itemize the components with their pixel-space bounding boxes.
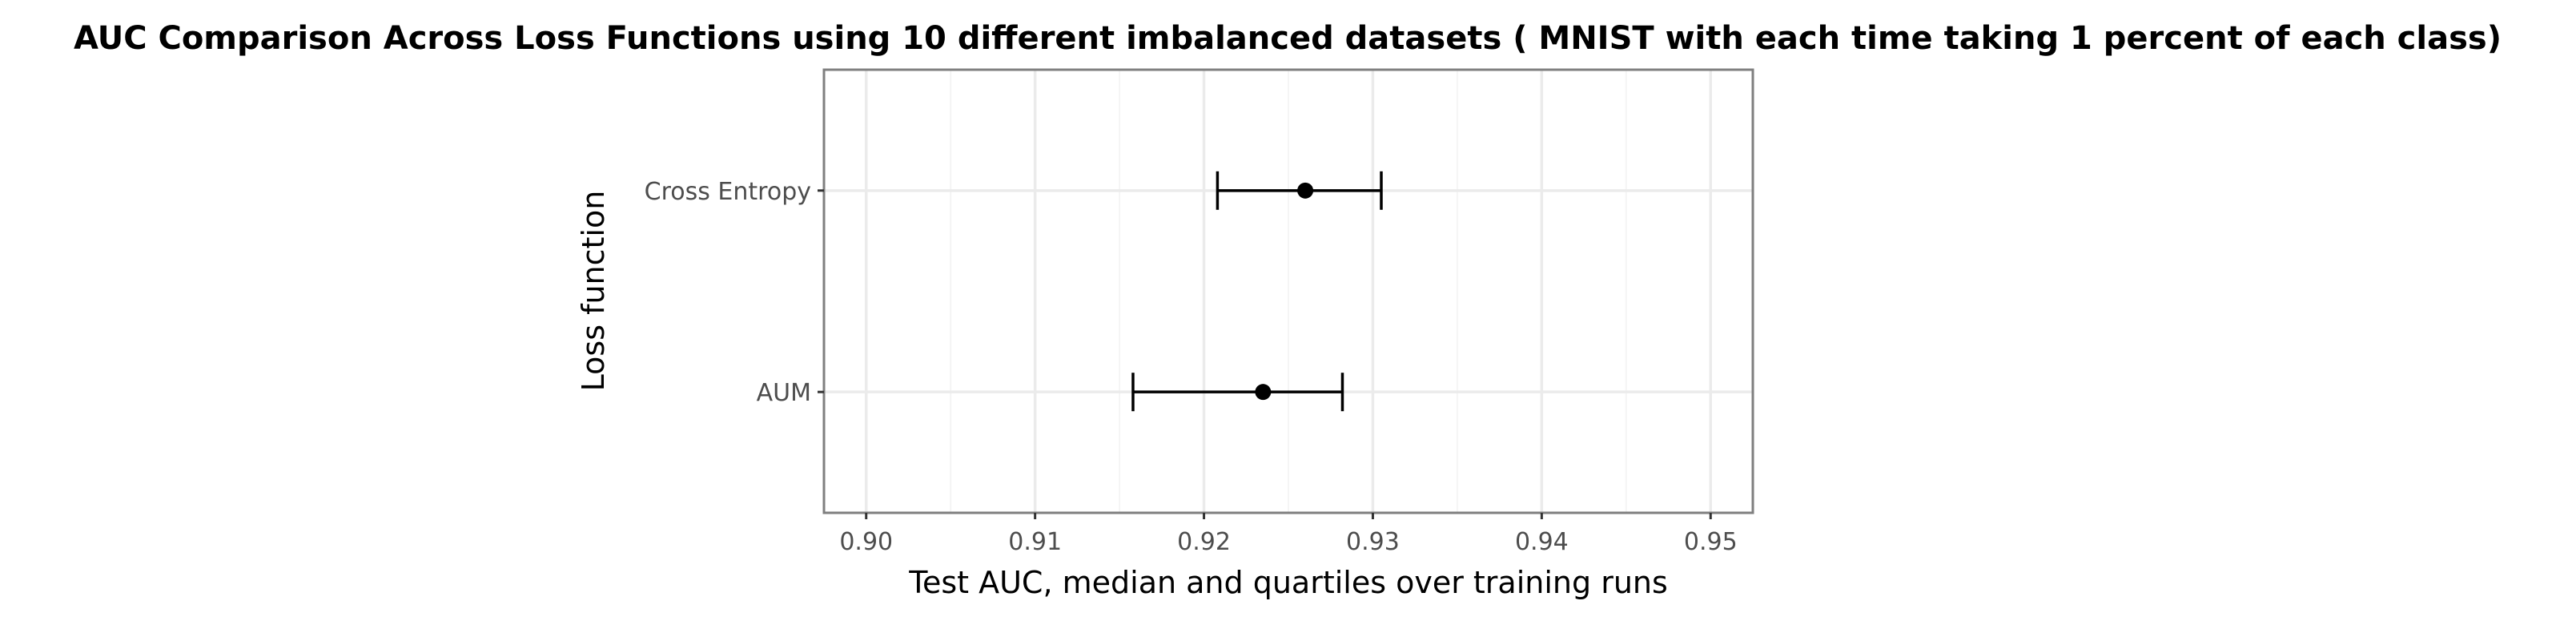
grid (824, 70, 1753, 513)
y-axis-ticks: Cross Entropy AUM (645, 178, 824, 407)
y-tick-label: Cross Entropy (645, 178, 811, 206)
x-tick-label: 0.93 (1346, 528, 1400, 556)
chart-title: AUC Comparison Across Loss Functions usi… (74, 20, 2502, 57)
median-point (1297, 182, 1314, 199)
x-tick-label: 0.92 (1177, 528, 1231, 556)
x-axis-title: Test AUC, median and quartiles over trai… (908, 565, 1668, 600)
y-axis-title: Loss function (576, 191, 611, 392)
chart-marks (1131, 171, 1383, 412)
x-tick-label: 0.94 (1515, 528, 1569, 556)
median-point (1255, 384, 1272, 401)
x-tick-label: 0.95 (1684, 528, 1738, 556)
y-tick-label: AUM (757, 379, 811, 407)
x-tick-label: 0.91 (1008, 528, 1062, 556)
x-tick-label: 0.90 (839, 528, 893, 556)
panel-border (822, 68, 1754, 514)
x-axis-ticks: 0.90 0.91 0.92 0.93 0.94 0.95 (839, 513, 1738, 556)
